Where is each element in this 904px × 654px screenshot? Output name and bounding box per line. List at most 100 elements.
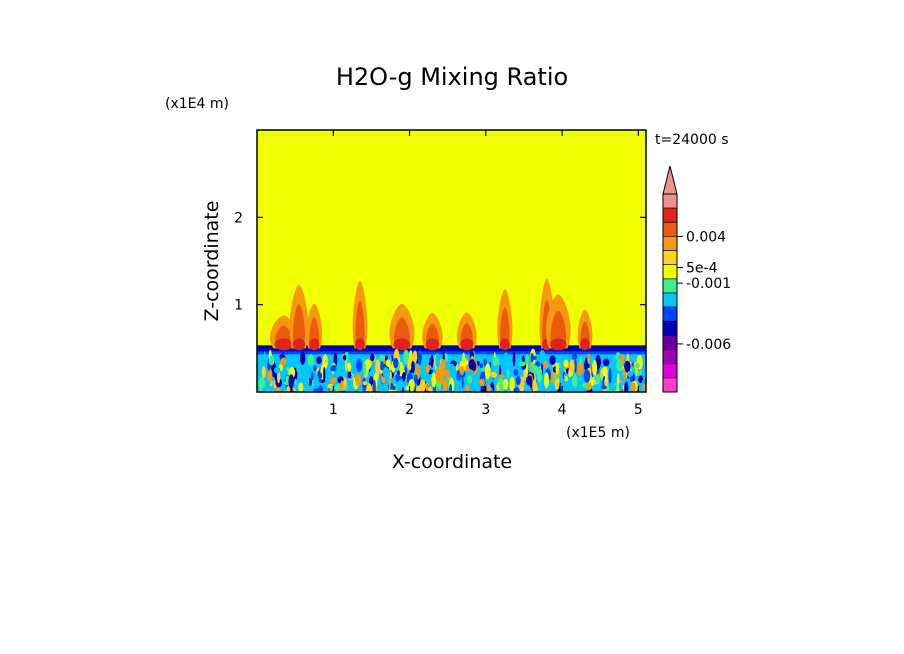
boundary-layer-eddy [635,363,640,369]
boundary-layer-eddy [468,359,476,371]
boundary-layer-eddy [443,369,451,379]
boundary-layer-eddy [461,374,464,389]
plume-base [499,338,510,351]
colorbar-label: -0.006 [686,337,731,353]
boundary-layer-eddy [594,379,597,385]
colorbar-label: 0.004 [686,229,726,245]
colorbar-swatch [662,207,678,223]
boundary-layer-eddy [502,378,509,390]
colorbar-label: 5e-4 [686,261,718,277]
boundary-layer-eddy [382,367,389,378]
moist-plume [422,312,443,351]
colorbar-swatch [662,349,678,365]
boundary-layer-eddy [484,363,491,380]
colorbar-swatch [662,250,678,266]
plot-area [256,129,647,393]
y-tick-label: 1 [234,298,243,314]
boundary-layer-eddy [327,383,334,389]
plume-core [550,310,567,349]
boundary-layer-eddy [261,366,266,378]
boundary-layer-eddy [571,353,578,360]
boundary-layer-eddy [344,358,348,372]
plume-base [550,338,567,351]
colorbar-swatch [662,236,678,251]
boundary-layer-eddy [378,354,386,362]
boundary-layer-eddy [422,364,426,378]
boundary-layer-eddy [305,375,310,388]
moist-plume [545,294,571,351]
boundary-layer-eddy [335,383,341,392]
boundary-layer-eddy [515,375,521,386]
boundary-layer-eddy [316,356,322,365]
chart-title: H2O-g Mixing Ratio [336,63,568,91]
boundary-layer-eddy [509,376,515,392]
boundary-layer-eddy [532,379,537,392]
boundary-layer-eddy [455,363,459,371]
boundary-layer-eddy [564,375,569,382]
boundary-layer-eddy [579,356,583,366]
colorbar-label: -0.001 [686,276,731,292]
boundary-layer-eddy [572,374,578,390]
boundary-layer-eddy [467,375,473,384]
boundary-layer-eddy [286,366,289,372]
boundary-layer-eddy [519,361,526,367]
boundary-layer-eddy [313,388,320,392]
boundary-layer-eddy [582,382,588,388]
boundary-layer-eddy [323,366,326,383]
colorbar-swatch [662,222,678,237]
boundary-layer-eddy [529,375,533,389]
boundary-layer-eddy [479,378,485,387]
boundary-layer-eddy [543,360,549,369]
boundary-layer-eddy [401,386,405,392]
boundary-layer-eddy [537,366,543,383]
boundary-layer-eddy [347,371,352,379]
boundary-layer-eddy [440,367,444,383]
plot-frame [256,129,647,393]
boundary-layer-eddy [420,379,426,392]
boundary-layer-eddy [294,379,297,384]
boundary-layer-eddy [275,387,282,392]
boundary-layer-eddy [630,382,636,392]
y-tick-label: 2 [234,210,243,226]
boundary-layer-eddy [544,372,549,389]
boundary-layer-eddy [310,371,314,381]
boundary-layer-eddy [620,353,625,366]
boundary-layer-eddy [533,355,537,360]
boundary-layer-eddy [329,377,337,384]
boundary-layer-eddy [313,365,317,372]
colorbar-swatch [662,363,678,379]
boundary-layer-eddy [624,381,629,392]
colorbar-swatch [662,335,678,350]
moist-plume [389,303,415,351]
boundary-layer-eddy [311,380,314,386]
boundary-layer-eddy [370,353,375,362]
boundary-layer-eddy [344,385,348,391]
boundary-layer-cap-inner [257,351,646,355]
boundary-layer-eddy [513,387,520,392]
boundary-layer-eddy [592,359,598,376]
colorbar-swatch [662,292,678,308]
boundary-layer-eddy [425,364,430,374]
boundary-layer-eddy [486,384,492,392]
colorbar-swatch [662,377,678,393]
boundary-layer-eddy [618,382,623,392]
boundary-layer-eddy [343,354,347,361]
boundary-layer-eddy [372,379,376,392]
boundary-layer-eddy [464,384,470,392]
boundary-layer-eddy [507,368,510,380]
x-tick-label: 1 [329,402,338,418]
boundary-layer-eddy [330,365,337,372]
colorbar-swatch [662,264,678,280]
boundary-layer-eddy [499,364,502,377]
y-axis-ticks: 12 [234,210,646,314]
x-tick-label: 5 [634,402,643,418]
plume-core [355,301,365,349]
boundary-layer-eddy [572,386,576,392]
boundary-layer-eddy [602,358,610,367]
x-tick-label: 4 [558,402,567,418]
boundary-layer-eddy [502,352,509,364]
boundary-layer-eddy [290,386,293,392]
boundary-layer-eddy [492,364,496,372]
boundary-layer-eddy [392,385,396,391]
